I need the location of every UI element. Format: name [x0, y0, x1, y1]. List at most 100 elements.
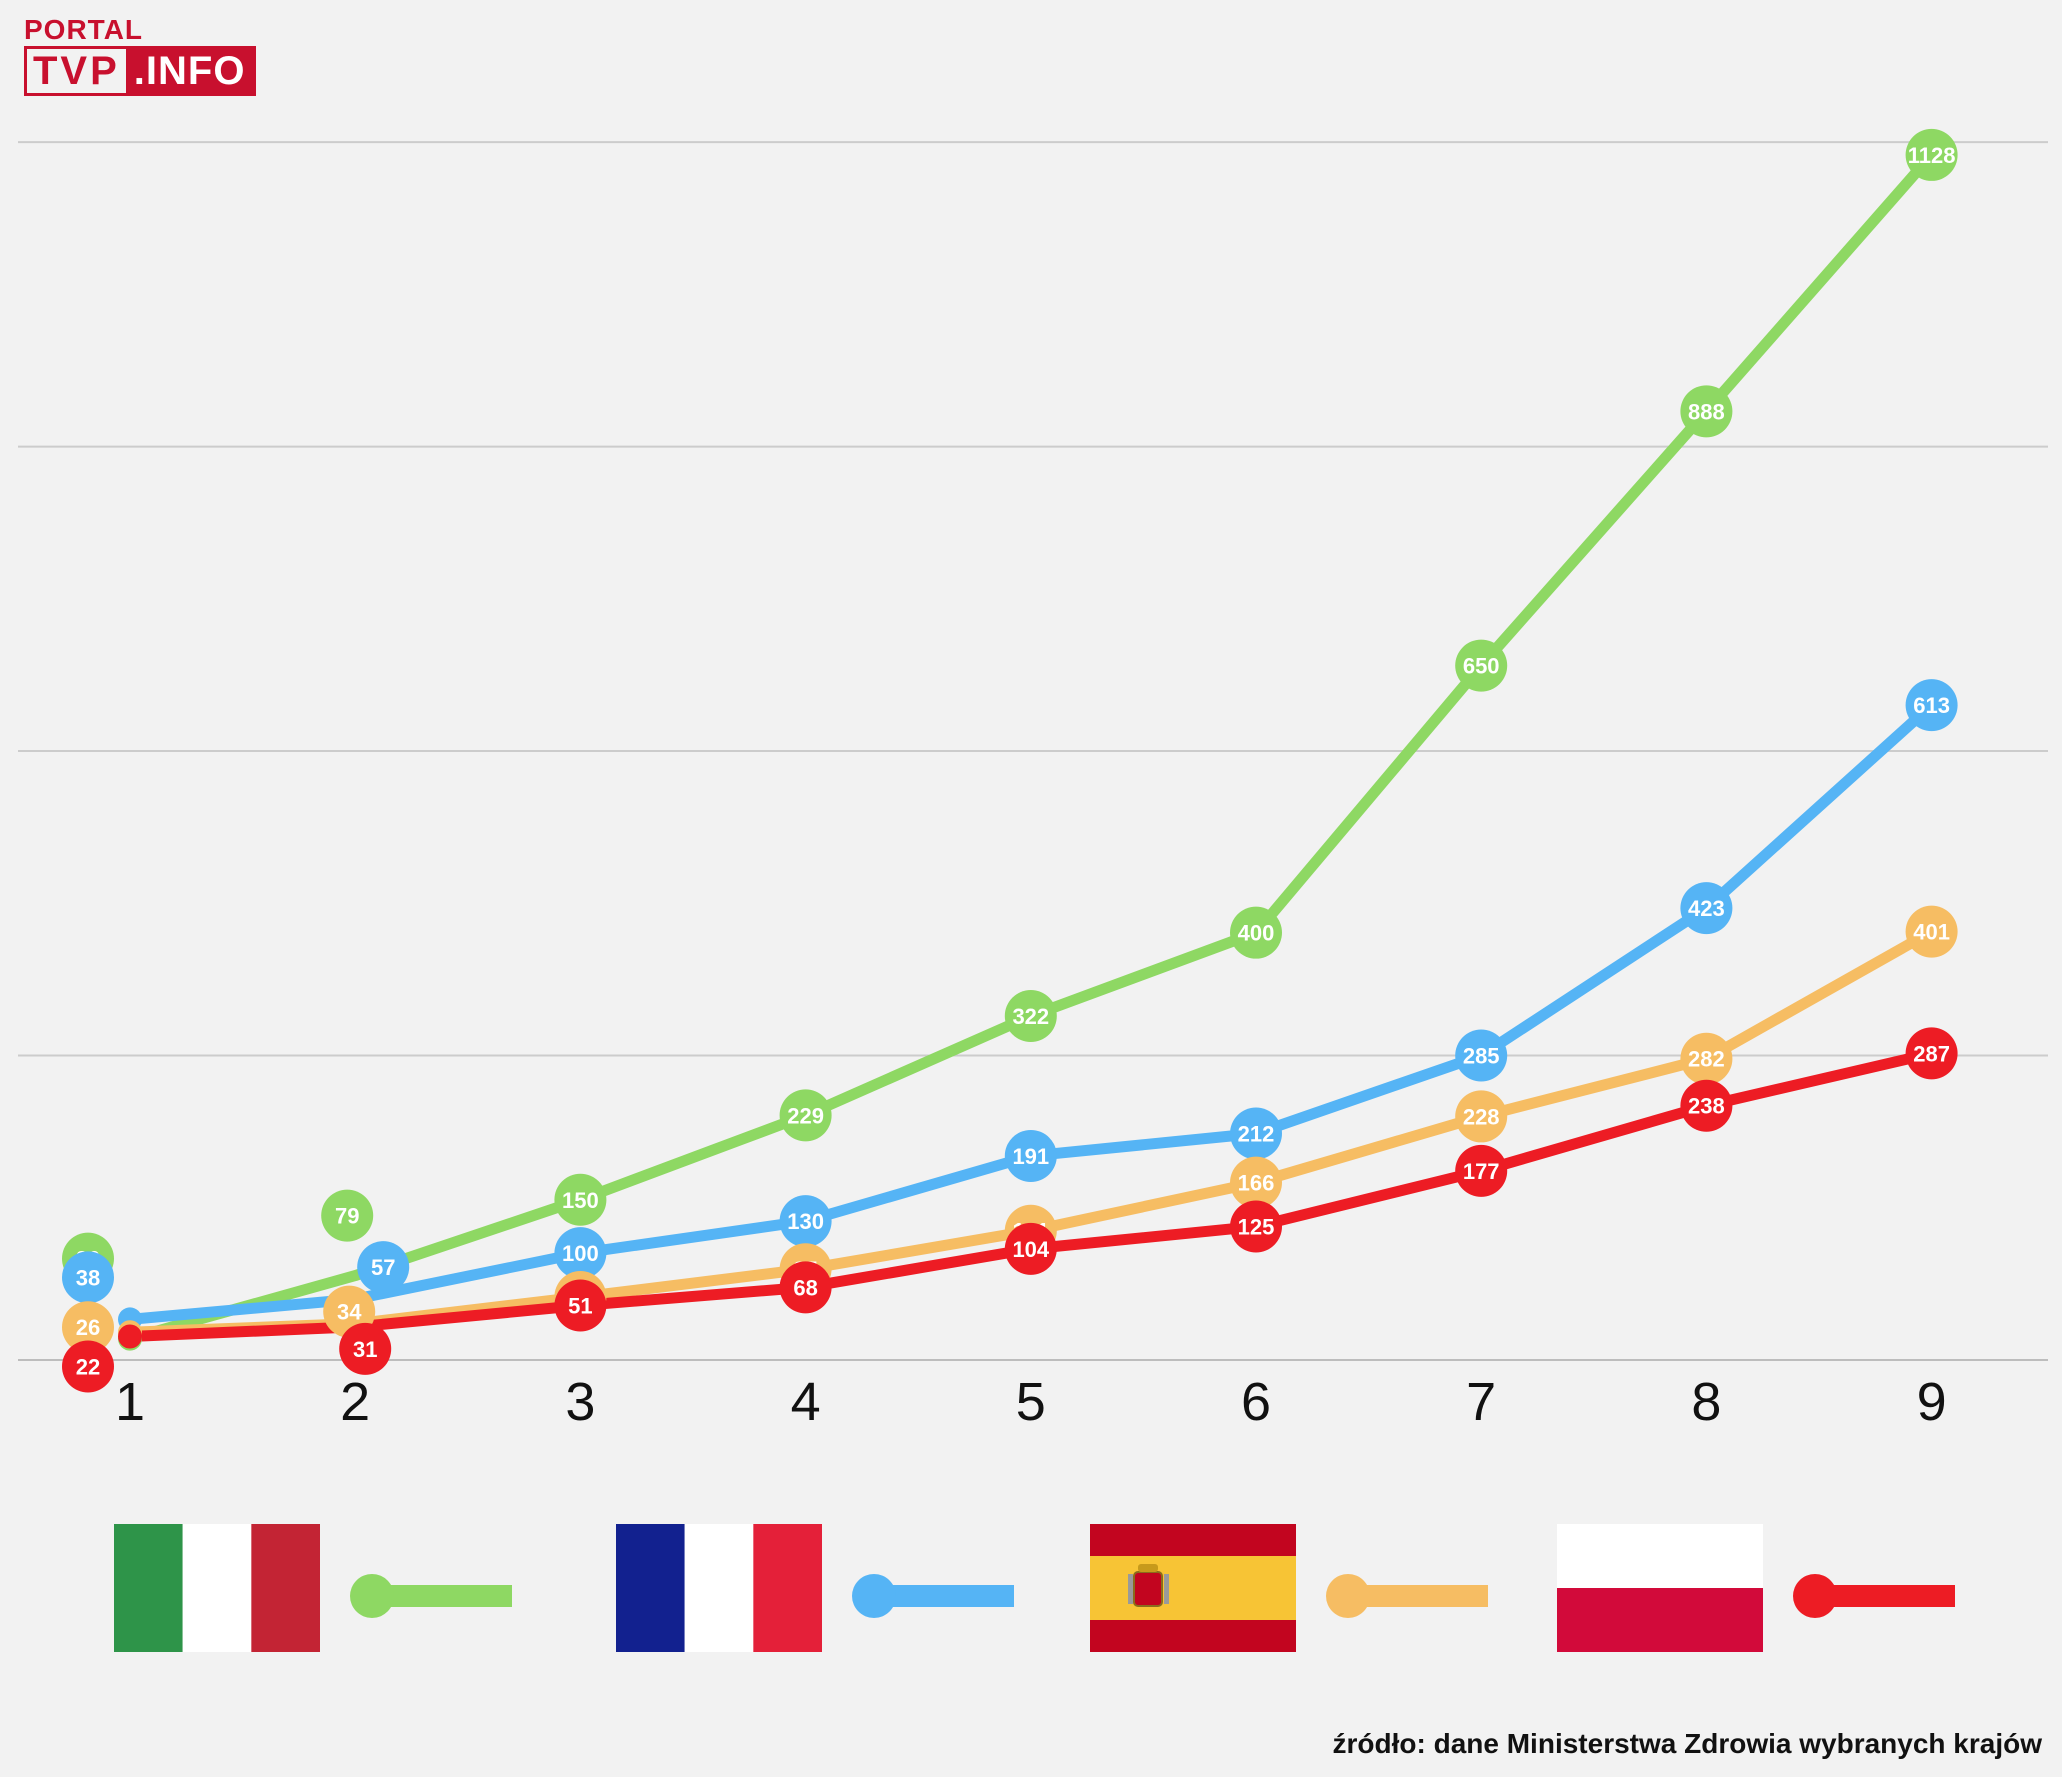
data-label: 177 [1463, 1159, 1500, 1184]
data-label: 613 [1913, 693, 1950, 718]
data-point [357, 1241, 410, 1294]
spain-flag [1090, 1524, 1296, 1652]
data-label: 228 [1463, 1104, 1500, 1129]
x-tick-label: 4 [791, 1372, 821, 1432]
x-tick-label: 3 [565, 1372, 595, 1432]
data-label: 212 [1238, 1122, 1275, 1147]
data-label: 322 [1012, 1004, 1049, 1029]
x-tick-label: 8 [1691, 1372, 1721, 1432]
data-point [62, 1340, 114, 1393]
france-flag-red [753, 1524, 822, 1652]
logo-tvp-text: TVP [27, 49, 126, 93]
data-label: 238 [1688, 1094, 1725, 1119]
data-point [1455, 1090, 1508, 1143]
x-tick-label: 1 [115, 1372, 145, 1432]
spain-coat-of-arms [1133, 1571, 1163, 1607]
spain-pillar-right [1164, 1574, 1169, 1604]
legend-swatch-dot [350, 1574, 394, 1618]
data-point [1455, 1029, 1508, 1082]
data-point [554, 1173, 607, 1226]
legend-swatch-dot [1326, 1574, 1370, 1618]
france-flag-white [684, 1524, 754, 1652]
x-tick-label: 5 [1016, 1372, 1046, 1432]
data-point [1905, 1027, 1958, 1080]
data-point [321, 1189, 374, 1242]
data-label: 191 [1012, 1144, 1049, 1169]
x-tick-label: 7 [1466, 1372, 1496, 1432]
x-tick-label: 2 [340, 1372, 370, 1432]
data-point [1680, 1032, 1733, 1085]
data-point [1230, 1107, 1282, 1160]
legend-swatch-dot [852, 1574, 896, 1618]
spain-flag-yellow [1090, 1556, 1296, 1620]
data-point [1004, 989, 1057, 1042]
data-point [1230, 1156, 1282, 1209]
data-label: 285 [1463, 1044, 1500, 1069]
source-note: źródło: dane Ministerstwa Zdrowia wybran… [1332, 1728, 2042, 1759]
data-point [62, 1251, 114, 1304]
data-label: 1128 [1908, 143, 1956, 168]
data-label: 400 [1238, 921, 1275, 946]
data-point [1004, 1129, 1057, 1182]
data-label: 104 [1012, 1237, 1049, 1262]
logo-portal-text: PORTAL [24, 14, 144, 45]
tvp-info-logo: PORTAL TVP .INFO [24, 14, 257, 96]
italy-flag-green [114, 1524, 183, 1652]
spain-pillar-left [1128, 1574, 1133, 1604]
data-point [779, 1089, 832, 1142]
data-label: 68 [793, 1275, 817, 1300]
data-label: 51 [568, 1294, 592, 1319]
data-label: 22 [76, 1354, 100, 1379]
logo-box: TVP .INFO [24, 46, 257, 96]
data-point [1680, 882, 1733, 935]
data-label: 38 [76, 1265, 100, 1290]
data-label: 100 [562, 1241, 599, 1266]
italy-flag-red [251, 1524, 320, 1652]
data-label: 31 [353, 1337, 377, 1362]
data-label: 79 [335, 1204, 359, 1229]
data-point [779, 1195, 832, 1248]
data-point [1905, 128, 1958, 181]
data-point [1230, 906, 1282, 959]
data-label: 423 [1688, 896, 1725, 921]
series-points: 2079150229322400650888112838571001301912… [62, 128, 1958, 1393]
data-label: 125 [1238, 1214, 1275, 1239]
data-label: 166 [1238, 1171, 1275, 1196]
data-label: 57 [371, 1255, 395, 1280]
data-point [62, 1301, 114, 1354]
france-flag-blue [616, 1524, 685, 1652]
data-label: 26 [76, 1315, 100, 1340]
data-label: 282 [1688, 1047, 1725, 1072]
spain-crown [1138, 1564, 1158, 1572]
data-point [1455, 639, 1508, 692]
legend [114, 1524, 1955, 1652]
data-point [1680, 385, 1733, 438]
data-label: 401 [1913, 920, 1950, 945]
data-point [1905, 905, 1958, 958]
data-label: 150 [562, 1188, 599, 1213]
data-point [554, 1227, 607, 1280]
x-tick-label: 6 [1241, 1372, 1271, 1432]
data-label: 888 [1688, 399, 1725, 424]
series-start-dot [118, 1324, 142, 1349]
poland-flag-white [1557, 1524, 1763, 1588]
data-point [779, 1261, 832, 1314]
poland-flag [1557, 1524, 1763, 1652]
data-label: 34 [337, 1300, 362, 1325]
data-point [1230, 1200, 1282, 1253]
poland-flag-red [1557, 1588, 1763, 1652]
logo-info-text: .INFO [125, 49, 254, 93]
data-label: 130 [787, 1209, 824, 1234]
italy-flag-white [182, 1524, 252, 1652]
data-point [1004, 1222, 1057, 1275]
x-tick-label: 9 [1917, 1372, 1947, 1432]
data-label: 287 [1913, 1041, 1950, 1066]
france-flag [616, 1524, 822, 1652]
data-point [1455, 1144, 1508, 1197]
data-label: 229 [787, 1103, 824, 1128]
data-point [339, 1322, 392, 1375]
data-point [554, 1279, 607, 1332]
italy-flag [114, 1524, 320, 1652]
x-axis-ticks: 1 2 3 4 5 6 7 8 9 [115, 1372, 1947, 1432]
